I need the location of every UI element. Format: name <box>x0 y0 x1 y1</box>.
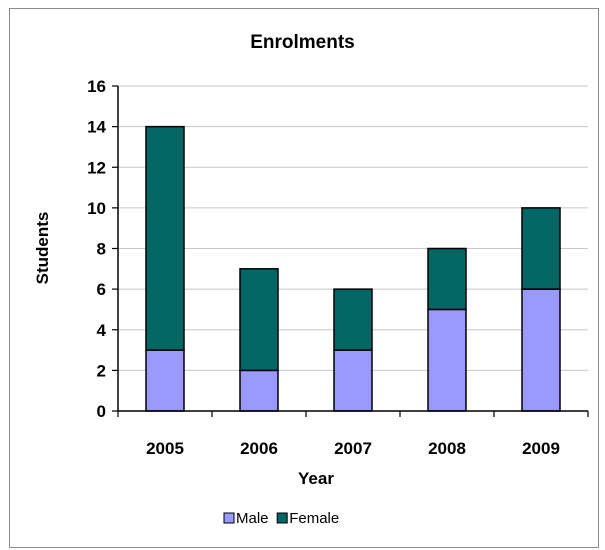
bar-female-2006 <box>239 268 279 372</box>
bar-female-2005 <box>145 125 185 351</box>
y-axis-label: Students <box>33 212 52 285</box>
x-tick-label: 2009 <box>522 439 560 458</box>
y-tick-label: 14 <box>87 118 106 137</box>
x-tick-label: 2005 <box>146 439 184 458</box>
axes: 0 2 4 6 8 10 12 14 16 2005 2006 2007 2008 2009 <box>87 77 589 458</box>
bar-female-2008 <box>427 247 467 311</box>
legend-swatch-female <box>276 512 288 524</box>
bar-female-2009 <box>521 207 561 290</box>
bar-male-2006 <box>239 369 279 412</box>
bar-male-2009 <box>521 288 561 412</box>
x-tick-label: 2006 <box>240 439 278 458</box>
legend-label-female: Female <box>289 510 339 527</box>
chart-title: Enrolments <box>250 32 355 53</box>
x-axis-label: Year <box>298 469 334 488</box>
y-tick-label: 4 <box>97 321 107 340</box>
chart-frame <box>9 8 599 548</box>
y-tick-label: 6 <box>97 280 106 299</box>
bars <box>145 125 561 412</box>
y-tick-label: 12 <box>87 158 106 177</box>
bar-male-2008 <box>427 308 467 412</box>
legend-swatch-male <box>223 512 235 524</box>
y-tick-label: 2 <box>97 361 106 380</box>
y-tick-label: 8 <box>97 240 106 259</box>
bar-male-2007 <box>333 349 373 412</box>
y-tick-label: 10 <box>87 199 106 218</box>
bar-male-2005 <box>145 349 185 412</box>
legend: Male Female <box>223 510 339 527</box>
bar-female-2007 <box>333 288 373 351</box>
y-tick-label: 0 <box>97 402 106 421</box>
x-tick-label: 2008 <box>428 439 466 458</box>
y-tick-label: 16 <box>87 77 106 96</box>
legend-label-male: Male <box>236 510 269 527</box>
x-tick-label: 2007 <box>334 439 372 458</box>
